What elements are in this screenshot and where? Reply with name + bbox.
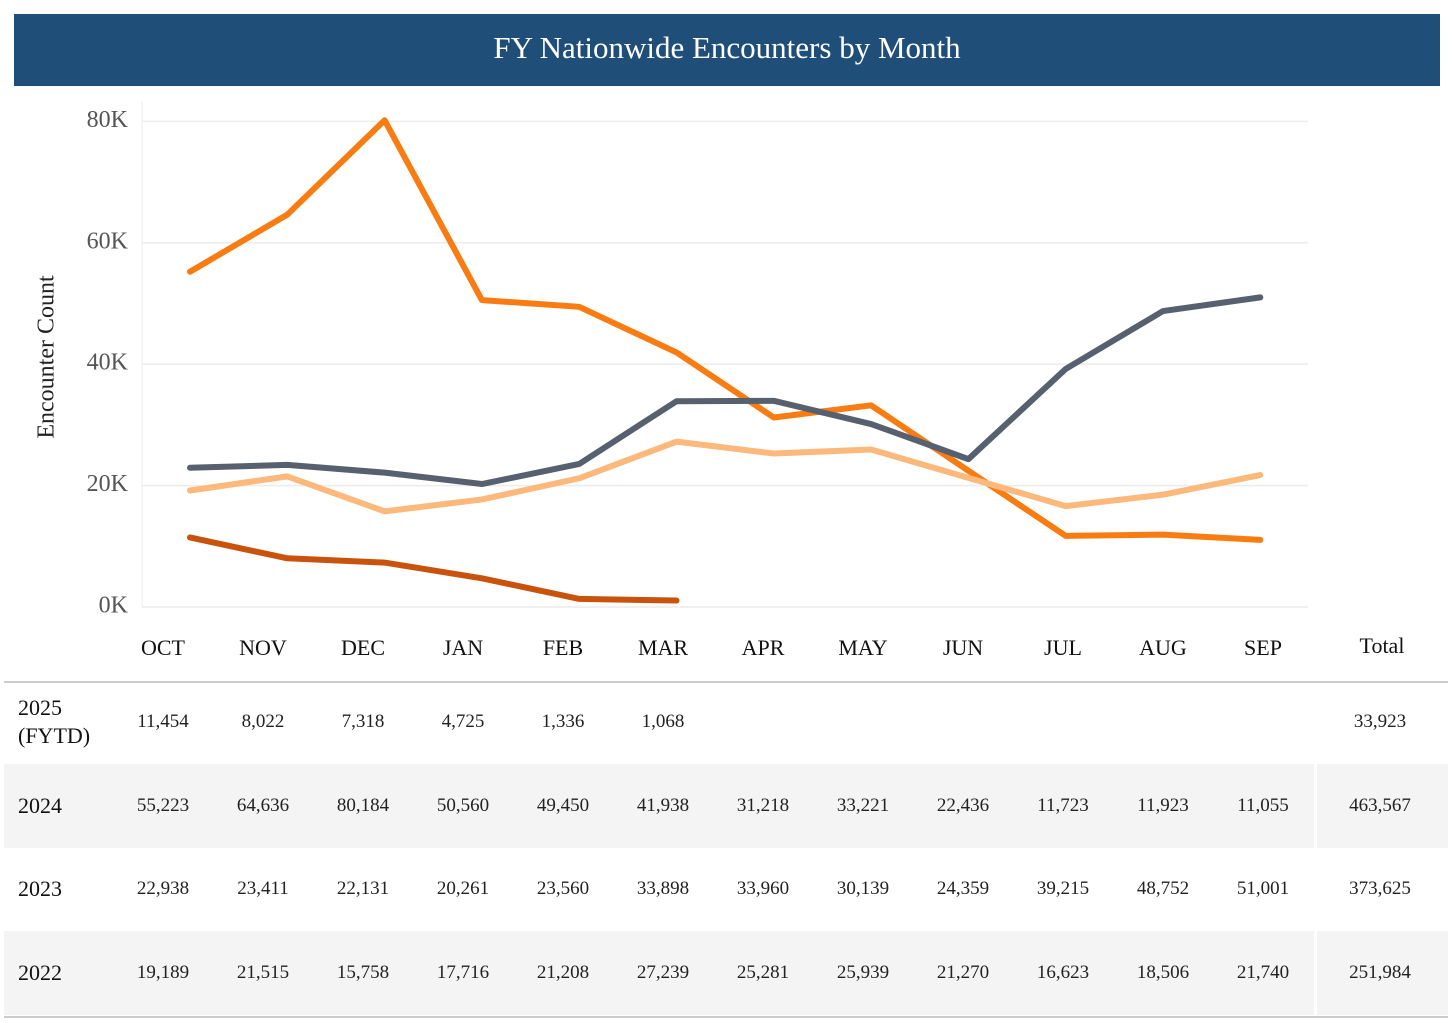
table-cell: 11,055 [1237, 794, 1289, 816]
x-tick-label: OCT [141, 635, 186, 660]
x-tick-label: APR [742, 635, 785, 660]
total-cell: 33,923 [1353, 711, 1407, 732]
table-cell: 25,939 [836, 962, 890, 984]
x-tick-label: JAN [443, 635, 483, 660]
chart-title: FY Nationwide Encounters by Month [493, 30, 961, 65]
table-cell: 33,960 [736, 878, 790, 900]
row-band [4, 763, 1448, 848]
total-cell: 463,567 [1349, 794, 1411, 816]
series-line [187, 294, 1264, 488]
table-cell: 1,068 [641, 711, 685, 732]
y-tick-label: 60K [87, 228, 129, 254]
table-cell: 80,184 [336, 794, 390, 816]
table-cell: 24,359 [936, 878, 990, 900]
y-axis-label: Encounter Count [34, 275, 60, 439]
table-cell: 21,270 [936, 962, 990, 984]
table-cell: 33,221 [836, 794, 890, 816]
table-cell: 39,215 [1036, 878, 1090, 900]
table-cell: 50,560 [436, 794, 490, 816]
total-header: Total [1360, 633, 1405, 658]
series-line [187, 534, 680, 604]
table-cell: 33,898 [636, 878, 690, 900]
table-cell: 51,001 [1236, 878, 1290, 900]
table-cell: 15,758 [336, 962, 390, 984]
y-tick-label: 40K [87, 350, 129, 376]
total-cell: 373,625 [1349, 878, 1411, 900]
x-tick-label: DEC [341, 635, 385, 660]
table-cell: 8,022 [241, 711, 285, 732]
y-tick-label: 20K [87, 471, 129, 497]
x-tick-label: MAR [638, 635, 688, 660]
table-cell: 23,411 [237, 878, 289, 900]
table-cell: 16,623 [1036, 962, 1090, 984]
table-cell: 21,740 [1236, 962, 1290, 984]
x-tick-label: SEP [1244, 635, 1282, 660]
x-tick-label: JUN [943, 635, 983, 660]
row-label: 2022 [18, 960, 62, 986]
row-band [4, 931, 1448, 1016]
table-cell: 21,208 [536, 962, 590, 984]
table-cell: 22,938 [136, 878, 190, 900]
table-cell: 27,239 [636, 962, 690, 984]
table-cell: 48,752 [1136, 878, 1190, 900]
table-cell: 22,131 [336, 878, 390, 900]
y-tick-label: 0K [99, 593, 129, 619]
row-label: 2023 [18, 876, 62, 902]
table-cell: 17,716 [436, 962, 490, 984]
table-cell: 21,515 [236, 962, 290, 984]
table-cell: 55,223 [136, 794, 190, 816]
total-cell: 251,984 [1349, 962, 1411, 984]
table-cell: 11,923 [1137, 794, 1189, 816]
table-cell: 4,725 [441, 711, 485, 732]
table-cell: 7,318 [341, 711, 385, 732]
table-cell: 23,560 [536, 878, 590, 900]
table-cell: 18,506 [1136, 962, 1190, 984]
column-gap [1314, 682, 1317, 1017]
x-tick-label: MAY [838, 635, 887, 660]
table-cell: 64,636 [236, 794, 290, 816]
series-line [187, 117, 1264, 543]
table-cell: 30,139 [836, 878, 890, 900]
table-cell: 41,938 [636, 794, 690, 816]
title-bar [14, 14, 1440, 86]
table-cell: 31,218 [736, 794, 790, 816]
row-label: 2025 (FYTD) [18, 695, 91, 748]
row-label: 2024 [18, 792, 62, 818]
y-tick-label: 80K [87, 107, 129, 133]
table-cell: 49,450 [536, 794, 590, 816]
table-cell: 22,436 [936, 794, 990, 816]
x-tick-label: FEB [543, 635, 583, 660]
table-cell: 11,723 [1037, 794, 1089, 816]
x-tick-label: NOV [239, 635, 287, 660]
table-cell: 19,189 [136, 962, 190, 984]
table-cell: 1,336 [541, 711, 585, 732]
table-cell: 25,281 [736, 962, 790, 984]
x-tick-label: JUL [1044, 635, 1082, 660]
table-cell: 11,454 [137, 711, 189, 732]
x-tick-label: AUG [1139, 635, 1187, 660]
series-line [187, 438, 1264, 515]
table-cell: 20,261 [436, 878, 490, 900]
